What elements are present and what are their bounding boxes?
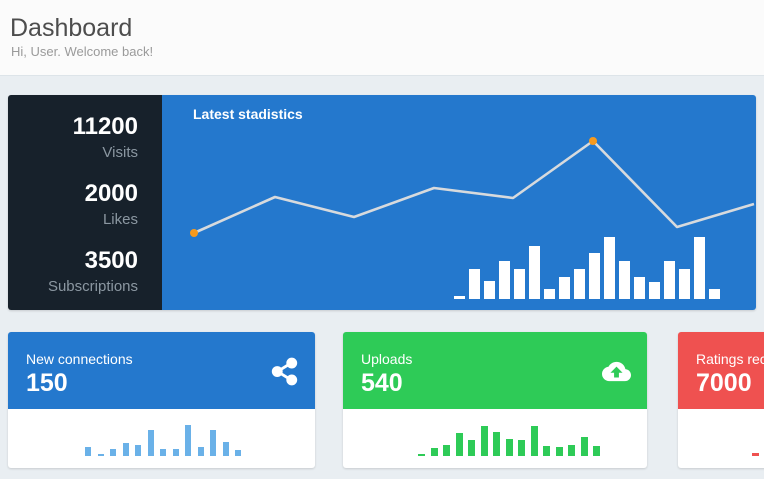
stat-label: Likes: [102, 211, 138, 228]
latest-statistics-chart: Latest stadistics: [162, 95, 756, 310]
card-value: 7000: [696, 369, 752, 397]
card-uploads: Uploads 540: [343, 332, 647, 468]
card-header: New connections 150: [8, 332, 315, 409]
card-label: Uploads: [361, 351, 413, 367]
page-subtitle: Hi, User. Welcome back!: [11, 43, 154, 59]
stat-value: 2000: [84, 180, 138, 207]
card-label: New connections: [26, 351, 133, 367]
page-title: Dashboard: [10, 14, 133, 42]
stat-visits: 11200 Visits: [8, 113, 138, 163]
card-header: Ratings received 7000: [678, 332, 764, 409]
stat-label: Subscriptions: [47, 278, 138, 295]
stat-likes: 2000 Likes: [8, 180, 138, 230]
card-header: Uploads 540: [343, 332, 647, 409]
card-ratings-received: Ratings received 7000: [678, 332, 764, 468]
mini-bar-chart: [678, 453, 764, 456]
cloud-upload-icon[interactable]: [602, 357, 631, 386]
page-header: Dashboard Hi, User. Welcome back!: [0, 0, 764, 76]
statistics-panel: 11200 Visits 2000 Likes 3500 Subscriptio…: [8, 95, 756, 310]
mini-bar-chart: [8, 425, 248, 456]
card-label: Ratings received: [696, 351, 764, 367]
share-icon[interactable]: [270, 357, 299, 386]
card-value: 540: [361, 369, 403, 397]
stat-value: 3500: [84, 247, 138, 274]
card-value: 150: [26, 369, 68, 397]
stat-subscriptions: 3500 Subscriptions: [8, 247, 138, 297]
line-bar-chart: [190, 137, 755, 299]
stats-summary: 11200 Visits 2000 Likes 3500 Subscriptio…: [8, 95, 162, 310]
stat-value: 11200: [72, 113, 138, 140]
card-body: [678, 409, 764, 468]
chart-title: Latest stadistics: [193, 106, 303, 122]
mini-bar-chart: [343, 426, 606, 456]
stat-label: Visits: [102, 144, 138, 161]
card-body: [343, 409, 647, 468]
card-body: [8, 409, 315, 468]
card-new-connections: New connections 150: [8, 332, 315, 468]
